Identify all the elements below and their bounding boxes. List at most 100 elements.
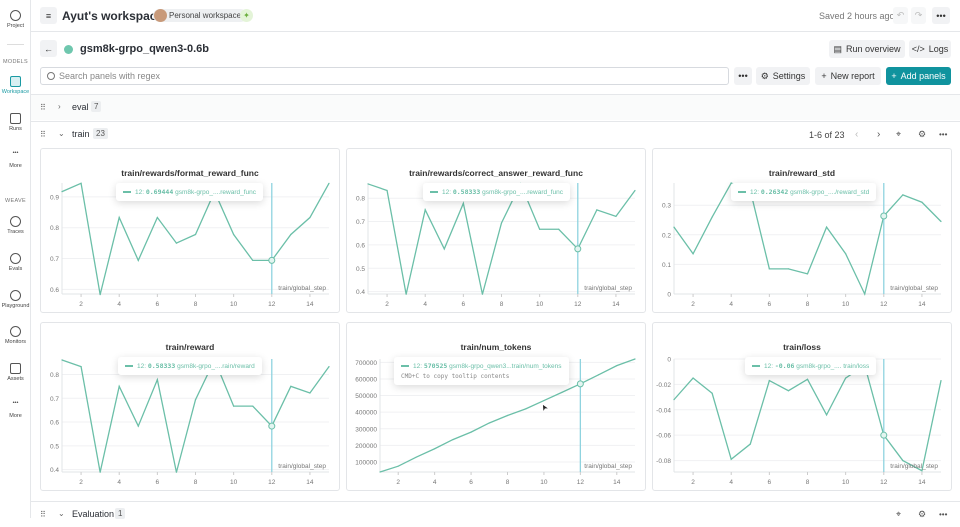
undo-icon: ↶ — [896, 10, 905, 20]
pin-icon[interactable]: ⌖ — [896, 509, 902, 519]
data-point — [488, 422, 490, 424]
gear-icon[interactable]: ⚙ — [918, 509, 927, 519]
sparkle-icon[interactable]: ✦ — [240, 9, 253, 22]
chart-tooltip: 12: 0.58333 gsm8k-grpo_....rain/reward — [118, 357, 262, 375]
data-point — [118, 385, 120, 387]
info-icon — [10, 10, 21, 21]
more-icon: ••• — [936, 10, 946, 21]
data-point — [415, 456, 418, 458]
y-tick-label: 0.8 — [50, 225, 59, 232]
sidebar-item-traces[interactable]: Traces — [0, 216, 31, 235]
sidebar-item-runs[interactable]: Runs — [0, 113, 31, 132]
series-swatch — [125, 365, 133, 368]
sidebar-item-project[interactable]: Project — [0, 10, 31, 29]
gear-icon[interactable]: ⚙ — [918, 129, 927, 139]
pin-icon[interactable]: ⌖ — [896, 129, 902, 139]
drag-handle-icon[interactable]: ⠿ — [40, 510, 46, 519]
data-point — [290, 233, 292, 236]
next-page-button[interactable]: › — [877, 129, 881, 140]
sidebar-item-workspace[interactable]: Workspace — [0, 76, 31, 95]
chart-panel[interactable]: train/loss -0.08 -0.06 -0.04 -0.02 0 2 4 6 8 10 12 1… — [652, 322, 952, 491]
x-tick-label: 6 — [768, 479, 772, 486]
data-point — [452, 438, 454, 441]
folder-icon — [10, 363, 21, 374]
chevron-right-icon[interactable]: › — [58, 102, 61, 111]
more-icon[interactable]: ••• — [939, 130, 948, 139]
more-icon[interactable]: ••• — [939, 510, 948, 519]
data-point — [328, 182, 330, 184]
undo-button[interactable]: ↶ — [893, 7, 908, 24]
panel-count: 1 — [115, 508, 126, 519]
data-point — [558, 228, 560, 230]
sidebar-item-more[interactable]: ••• More — [9, 150, 22, 169]
data-point — [175, 242, 178, 244]
sidebar-item-more-weave[interactable]: ••• More — [9, 400, 22, 419]
chart-panel[interactable]: train/reward 0.4 0.5 0.6 0.7 0.8 2 4 6 8 10 12 14 tra… — [40, 322, 340, 491]
chart-panel[interactable]: train/num_tokens 100000 200000 300000 400000… — [346, 322, 646, 491]
y-tick-label: -0.06 — [656, 433, 671, 440]
drag-handle-icon[interactable]: ⠿ — [40, 103, 46, 112]
data-point — [864, 293, 866, 295]
sidebar-item-assets[interactable]: Assets — [0, 363, 31, 382]
chart-panel[interactable]: train/reward_std 0 0.1 0.2 0.3 2 4 6 8 10 12 14 trai… — [652, 148, 952, 313]
workspace-title: Ayut's workspace — [62, 9, 164, 23]
data-point — [596, 209, 598, 211]
series-swatch — [738, 191, 746, 194]
hover-point — [576, 380, 584, 388]
new-report-button[interactable]: + New report — [815, 67, 881, 85]
x-axis-label: train/global_step — [584, 285, 632, 292]
back-button[interactable]: ← — [40, 40, 57, 57]
divider — [7, 44, 24, 45]
x-tick-label: 4 — [423, 301, 427, 308]
run-overview-button[interactable]: ▤ Run overview — [829, 40, 905, 58]
x-tick-label: 6 — [462, 301, 466, 308]
data-point — [615, 215, 617, 218]
more-icon: ••• — [738, 71, 748, 81]
section-eval[interactable]: ⠿ › eval 7 — [31, 94, 960, 120]
search-input[interactable]: Search panels with regex — [40, 67, 729, 85]
chart-panel[interactable]: train/rewards/format_reward_func 0.6 0.7 0.… — [40, 148, 340, 313]
chart-tooltip: 12: 570525 gsm8k-grpo_qwen3...train/num_… — [394, 357, 569, 385]
search-options-button[interactable]: ••• — [734, 67, 752, 85]
workspace-icon — [10, 76, 21, 87]
y-tick-label: 0.6 — [50, 420, 59, 427]
settings-button[interactable]: ⚙ Settings — [756, 67, 810, 85]
hover-point — [268, 422, 276, 430]
personal-workspace-chip[interactable]: Personal workspace — [153, 9, 248, 22]
data-point — [99, 294, 101, 296]
y-tick-label: 500000 — [355, 393, 377, 400]
y-tick-label: 0.6 — [50, 287, 59, 294]
y-tick-label: 0.1 — [662, 262, 671, 269]
sidebar-item-monitors[interactable]: Monitors — [0, 326, 31, 345]
prev-page-button[interactable]: ‹ — [855, 129, 859, 140]
logs-button[interactable]: </> Logs — [909, 40, 951, 58]
section-train: ⠿ ⌄ train 23 — [31, 121, 960, 501]
data-point — [194, 399, 197, 401]
x-axis-label: train/global_step — [890, 285, 938, 292]
x-tick-label: 8 — [194, 301, 198, 308]
y-tick-label: 0 — [667, 292, 671, 299]
drag-handle-icon[interactable]: ⠿ — [40, 130, 46, 139]
data-point — [424, 209, 426, 211]
play-icon — [10, 290, 21, 301]
x-axis-label: train/global_step — [278, 285, 326, 292]
redo-button[interactable]: ↷ — [911, 7, 926, 24]
section-evaluation[interactable]: ⠿ ⌄ Evaluation 1 ⌖ ⚙ ••• — [31, 501, 960, 527]
chart-panel[interactable]: train/rewards/correct_answer_reward_func… — [346, 148, 646, 313]
data-point — [845, 253, 847, 255]
data-point — [99, 471, 101, 473]
data-point — [462, 202, 464, 204]
chevron-down-icon[interactable]: ⌄ — [58, 129, 65, 138]
sidebar-item-playground[interactable]: Playground — [0, 290, 31, 309]
models-header: MODELS — [2, 59, 29, 65]
chevron-down-icon[interactable]: ⌄ — [58, 509, 65, 518]
data-point — [845, 377, 847, 379]
x-tick-label: 4 — [117, 479, 121, 486]
sidebar-item-evals[interactable]: Evals — [0, 253, 31, 272]
y-tick-label: 0 — [667, 357, 671, 364]
series-line — [673, 364, 942, 472]
more-button[interactable]: ••• — [932, 7, 950, 24]
y-tick-label: -0.08 — [656, 458, 671, 465]
menu-button[interactable]: ≡ — [40, 7, 57, 24]
add-panels-button[interactable]: + Add panels — [886, 67, 951, 85]
